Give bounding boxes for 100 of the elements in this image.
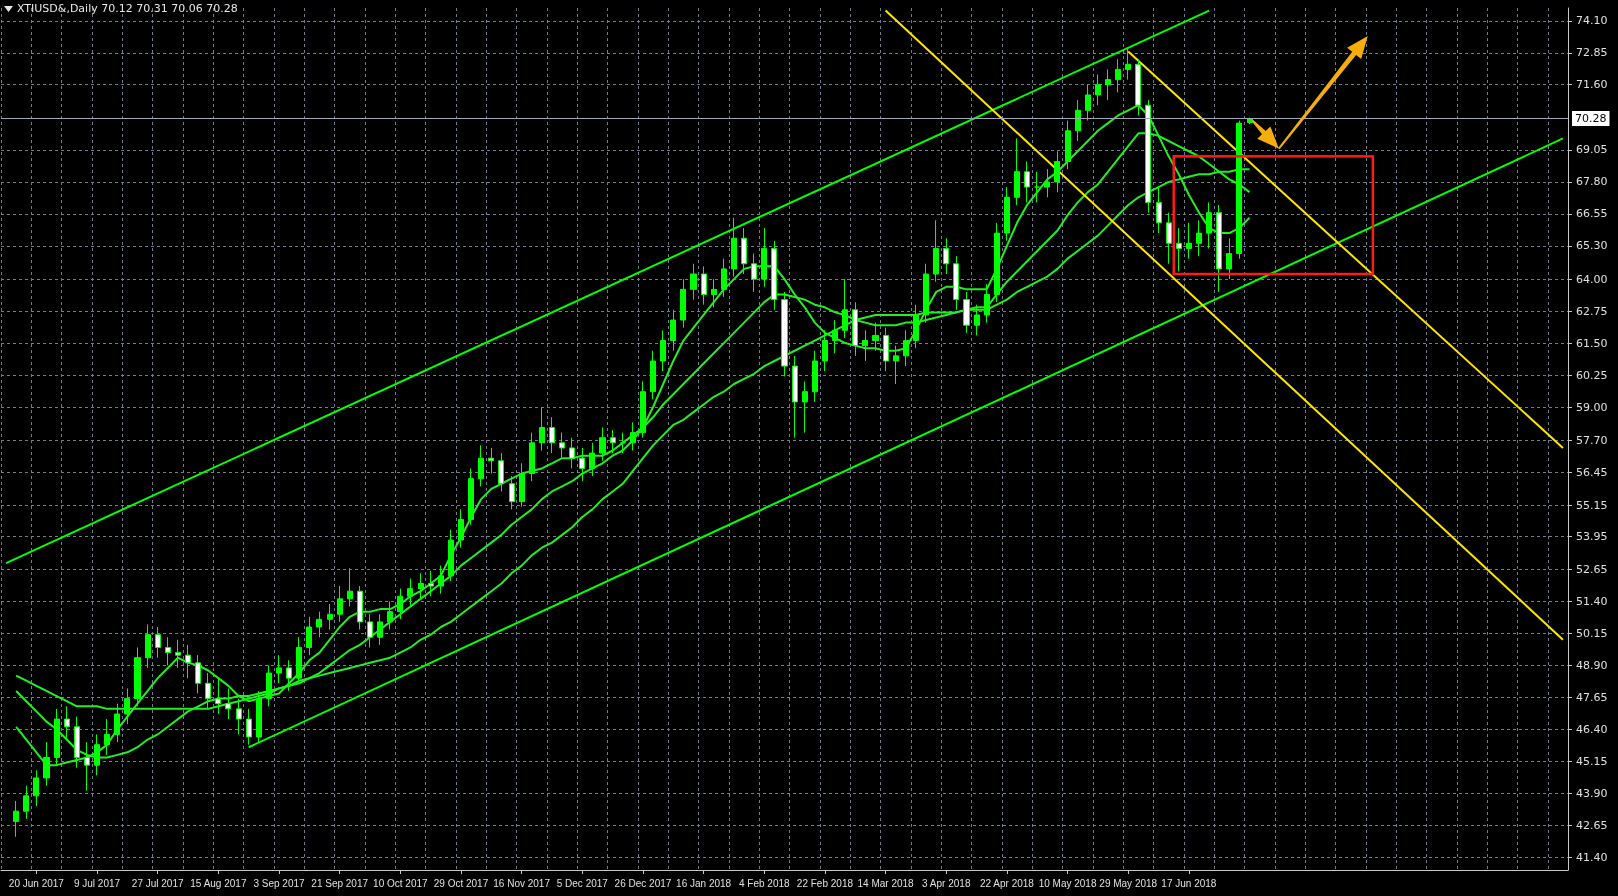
candlestick xyxy=(327,603,333,631)
y-tick-label: 71.60 xyxy=(1576,78,1608,92)
candlestick xyxy=(1145,99,1151,214)
candlestick xyxy=(842,278,848,339)
candlestick xyxy=(347,567,353,608)
x-tick-label: 16 Nov 2017 xyxy=(493,877,551,889)
candlestick xyxy=(711,278,717,308)
candlestick xyxy=(1004,186,1010,242)
x-tick-label: 9 Jul 2017 xyxy=(73,877,121,889)
candlestick xyxy=(741,227,747,275)
x-tick-label: 10 Oct 2017 xyxy=(373,877,429,889)
candlestick xyxy=(114,703,120,743)
candlestick xyxy=(610,429,616,454)
candlestick xyxy=(761,227,767,288)
candlestick xyxy=(276,654,282,684)
x-tick-label: 17 Jun 2018 xyxy=(1161,877,1217,889)
candlestick xyxy=(953,255,959,311)
candlestick xyxy=(862,329,868,362)
chart-title: XTIUSD&,Daily 70.12 70.31 70.06 70.28 xyxy=(17,2,238,15)
y-tick-label: 64.00 xyxy=(1576,272,1608,286)
candlestick xyxy=(569,437,575,469)
y-tick-label: 61.50 xyxy=(1576,336,1608,350)
y-tick-label: 55.15 xyxy=(1576,499,1608,512)
candlestick xyxy=(134,646,141,707)
x-tick-label: 20 Jun 2017 xyxy=(8,877,65,889)
candlestick xyxy=(54,708,60,766)
y-tick-label: 52.65 xyxy=(1576,562,1608,576)
candlestick xyxy=(43,741,50,787)
candlestick xyxy=(195,654,201,695)
candlestick xyxy=(599,426,606,462)
candlestick xyxy=(64,705,70,741)
y-tick-label: 59.00 xyxy=(1576,400,1608,414)
candlestick xyxy=(478,444,484,487)
candlestick xyxy=(1085,84,1091,122)
candlestick xyxy=(549,416,555,454)
y-tick-label: 62.75 xyxy=(1576,304,1608,318)
x-tick-label: 5 Dec 2017 xyxy=(556,877,609,889)
x-tick-label: 22 Apr 2018 xyxy=(979,877,1035,889)
candlestick xyxy=(387,600,393,631)
candlestick xyxy=(1236,120,1242,260)
candlestick xyxy=(994,222,1000,303)
candlestick xyxy=(781,291,788,377)
candlestick xyxy=(215,677,221,715)
candlestick xyxy=(185,644,191,679)
candlestick xyxy=(883,327,889,372)
candlestick xyxy=(33,769,39,807)
candlestick xyxy=(256,690,262,743)
candlestick xyxy=(1095,74,1101,106)
candlestick xyxy=(1115,58,1121,93)
candlestick xyxy=(407,577,413,608)
candlestick xyxy=(1166,212,1172,265)
candlestick xyxy=(529,432,535,482)
candlestick xyxy=(145,623,151,669)
y-tick-label: 42.65 xyxy=(1576,818,1608,832)
y-tick-label: 69.05 xyxy=(1576,143,1608,157)
x-tick-label: 3 Sep 2017 xyxy=(253,877,306,889)
candlestick xyxy=(205,672,211,710)
candlestick xyxy=(316,611,322,638)
candlestick xyxy=(1034,171,1040,203)
candlestick xyxy=(377,613,383,646)
x-tick-label: 21 Sep 2017 xyxy=(311,877,369,889)
candlestick xyxy=(620,432,626,454)
candlestick xyxy=(23,785,29,820)
candlestick xyxy=(1206,201,1212,249)
candlestick xyxy=(1024,160,1030,203)
candlestick xyxy=(155,626,161,659)
candlestick xyxy=(792,355,798,439)
candlestick xyxy=(913,304,919,349)
y-tick-label: 57.70 xyxy=(1576,433,1608,447)
y-tick-label: 53.95 xyxy=(1576,529,1608,543)
x-tick-label: 14 Mar 2018 xyxy=(857,877,915,889)
candlestick xyxy=(1065,120,1071,170)
y-tick-label: 51.40 xyxy=(1576,594,1608,608)
candlestick xyxy=(165,636,171,666)
candlestick xyxy=(124,687,130,725)
candlestick xyxy=(1075,99,1081,142)
y-tick-label: 67.80 xyxy=(1576,175,1608,189)
candlestick xyxy=(589,442,595,477)
candlestick xyxy=(337,585,343,623)
x-tick-label: 27 Jul 2017 xyxy=(131,877,184,889)
y-tick-label: 66.55 xyxy=(1576,207,1608,221)
candlestick xyxy=(539,406,545,452)
candlestick xyxy=(984,283,990,324)
candlestick xyxy=(458,508,464,549)
candlestick xyxy=(1014,137,1020,206)
candlestick xyxy=(397,588,403,620)
candlestick xyxy=(1176,227,1182,272)
candlestick xyxy=(771,240,777,311)
candlestick xyxy=(84,741,90,792)
candlestick xyxy=(974,304,980,336)
candlestick xyxy=(903,329,909,367)
x-tick-label: 3 Apr 2018 xyxy=(922,877,971,889)
candlestick xyxy=(802,380,808,434)
candlestick xyxy=(812,350,818,403)
x-tick-label: 15 Aug 2017 xyxy=(190,877,247,889)
x-tick-label: 29 Oct 2017 xyxy=(433,877,489,889)
candlestick xyxy=(933,219,939,283)
y-tick-label: 56.45 xyxy=(1576,465,1608,479)
candlestick xyxy=(1054,150,1060,193)
candlestick xyxy=(751,253,757,293)
